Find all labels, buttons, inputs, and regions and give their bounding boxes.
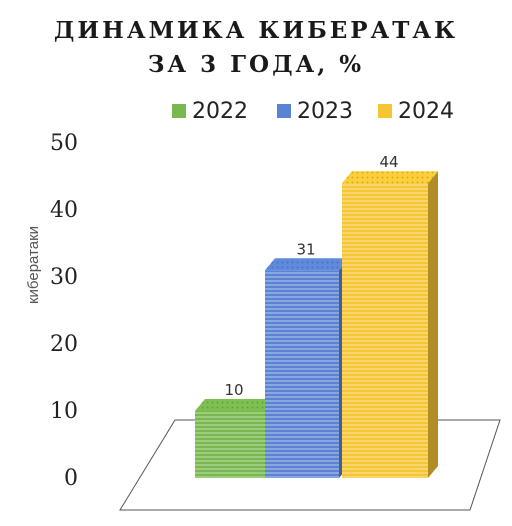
y-axis-ticks: 0 10 20 30 40 50 (50, 131, 78, 491)
y-axis-label: кибератаки (25, 226, 42, 304)
data-labels: 10 31 44 (224, 153, 398, 399)
bar-texture (265, 270, 339, 478)
data-label: 31 (296, 240, 315, 258)
data-label: 44 (379, 153, 398, 171)
legend-swatch (378, 104, 392, 118)
y-tick-label: 40 (50, 198, 78, 223)
legend-label: 2022 (192, 99, 248, 124)
bar-top-texture (195, 399, 275, 411)
bar-texture (342, 183, 428, 478)
legend-swatch (277, 104, 291, 118)
y-tick-label: 30 (50, 265, 78, 290)
legend-label: 2024 (398, 99, 454, 124)
chart-title: ДИНАМИКА КИБЕРАТАК (54, 17, 458, 44)
chart-subtitle: ЗА 3 ГОДА, % (148, 51, 364, 78)
legend-swatch (172, 104, 186, 118)
bar-top-texture (265, 258, 349, 271)
bar-side (428, 171, 438, 478)
bar-texture (195, 411, 265, 478)
y-tick-label: 20 (50, 332, 78, 357)
bar (342, 171, 438, 478)
y-tick-label: 50 (50, 131, 78, 156)
bar (195, 399, 275, 478)
y-tick-label: 10 (50, 399, 78, 424)
bar (265, 258, 349, 478)
legend: 2022 2023 2024 (172, 99, 454, 124)
bars (195, 171, 438, 478)
bar-top-texture (342, 171, 438, 184)
legend-label: 2023 (297, 99, 353, 124)
y-tick-label: 0 (64, 466, 78, 491)
data-label: 10 (224, 381, 243, 399)
